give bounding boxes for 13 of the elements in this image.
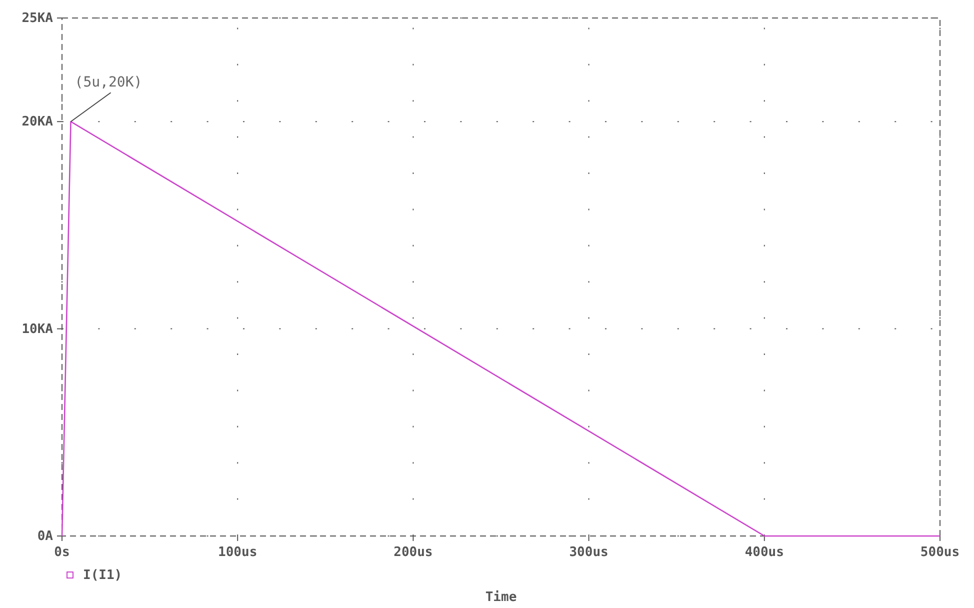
x-tick-label: 300us — [569, 545, 608, 560]
x-tick-label: 100us — [218, 545, 258, 560]
y-tick-label: 25KA — [22, 11, 54, 26]
annotation: (5u,20K) — [74, 74, 142, 91]
x-tick-label: 0s — [54, 545, 70, 560]
x-tick-label: 400us — [744, 545, 784, 560]
x-tick-label: 500us — [920, 545, 960, 560]
y-tick-label: 10KA — [22, 322, 54, 337]
y-tick-label: 20KA — [22, 114, 54, 130]
legend-label: I(I1) — [83, 568, 122, 583]
x-tick-label: 200us — [394, 545, 433, 560]
x-axis-title: Time — [485, 590, 517, 605]
y-tick-label: 0A — [37, 529, 54, 544]
